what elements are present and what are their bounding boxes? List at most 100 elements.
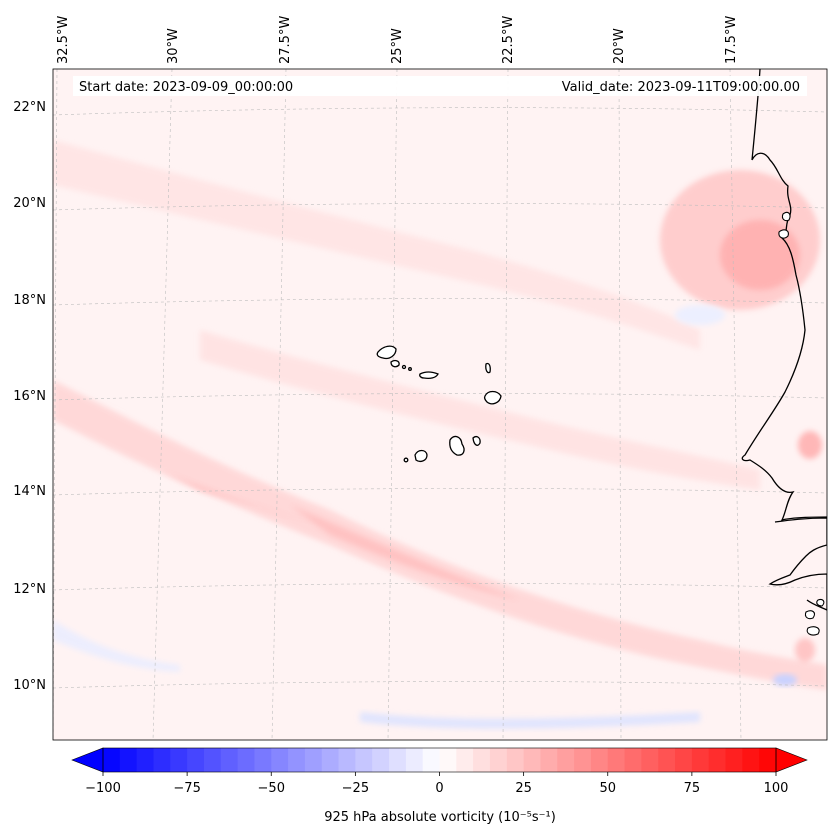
island-sao-nicolau [419, 371, 439, 380]
island-brava [403, 457, 409, 463]
negative-vorticity-spot-north [675, 305, 725, 325]
colorbar-segment [725, 748, 743, 772]
colorbar-segment [338, 748, 356, 772]
colorbar-segment [473, 748, 491, 772]
lon-label: 25°W [390, 28, 405, 64]
negative-vorticity-streak-south [360, 712, 700, 729]
colorbar-segment [691, 748, 710, 772]
colorbar-segment [675, 748, 693, 772]
colorbar-segment [237, 748, 255, 772]
lat-label: 14°N [13, 484, 46, 499]
colorbar-tick-label: 50 [599, 781, 616, 796]
cape-verde-islands [376, 345, 502, 463]
lon-label: 17.5°W [724, 16, 739, 64]
coastal-vorticity-spot [798, 431, 822, 459]
colorbar-segment [136, 748, 154, 772]
colorbar: −100 −75 −50 −25 0 25 50 75 100 925 hPa absolute… [71, 747, 808, 825]
colorbar-tick-label: −75 [173, 781, 200, 796]
colorbar-segment [574, 748, 592, 772]
colorbar-segments [103, 748, 777, 772]
lon-label: 22.5°W [501, 16, 516, 64]
colorbar-segment [372, 748, 390, 772]
lat-label: 12°N [13, 582, 46, 597]
colorbar-tick-label: −100 [85, 781, 121, 796]
island-maio [472, 436, 481, 446]
colorbar-segment [439, 748, 457, 772]
colorbar-segment [557, 748, 575, 772]
colorbar-segment [759, 748, 777, 772]
lat-label: 16°N [13, 389, 46, 404]
colorbar-segment [590, 748, 609, 772]
colorbar-extend-min [71, 747, 104, 773]
island-boa-vista [483, 390, 502, 405]
colorbar-extend-max [775, 747, 808, 773]
colorbar-segment [220, 748, 239, 772]
island-santo-antao [376, 345, 397, 360]
colorbar-segment [170, 748, 188, 772]
colorbar-label: 925 hPa absolute vorticity (10⁻⁵s⁻¹) [324, 810, 556, 825]
colorbar-tick-label: 75 [684, 781, 701, 796]
annotation-box [73, 76, 807, 96]
colorbar-segment [254, 748, 272, 772]
colorbar-segment [288, 748, 306, 772]
island-sal [485, 362, 491, 374]
colorbar-tick-label: 25 [515, 781, 532, 796]
colorbar-segment [187, 748, 205, 772]
map-frame [52, 68, 828, 741]
colorbar-tick-label: 100 [764, 781, 789, 796]
colorbar-segment [203, 748, 222, 772]
lon-label: 27.5°W [278, 16, 293, 64]
colorbar-tick-label: 0 [435, 781, 443, 796]
colorbar-segment [742, 748, 760, 772]
colorbar-segment [540, 748, 558, 772]
map-gridlines [53, 69, 827, 740]
colorbar-segment [523, 748, 541, 772]
colorbar-tick-label: −25 [342, 781, 369, 796]
colorbar-segment [658, 748, 676, 772]
lat-label: 22°N [13, 100, 46, 115]
colorbar-segment [271, 748, 289, 772]
vorticity-band-main [53, 380, 827, 690]
colorbar-segment [103, 748, 121, 772]
negative-vorticity-spot [773, 674, 797, 686]
colorbar-segment [405, 748, 424, 772]
island-santa-luzia [401, 364, 407, 370]
colorbar-segment [153, 748, 171, 772]
lat-label: 20°N [13, 196, 46, 211]
map-panel: Start date: 2023-09-09_00:00:00 Valid_da… [52, 68, 828, 741]
vorticity-band-north [53, 140, 700, 350]
island-sao-vicente [390, 359, 400, 368]
colorbar-segment [607, 748, 626, 772]
coastal-vorticity-spot-south [795, 638, 815, 662]
colorbar-tick-label: −50 [258, 781, 285, 796]
island-fogo [414, 449, 428, 462]
lat-label: 18°N [13, 293, 46, 308]
vorticity-core-mauritania [720, 220, 800, 290]
lon-label: 32.5°W [56, 16, 71, 64]
colorbar-ticks: −100 −75 −50 −25 0 25 50 75 100 [85, 772, 788, 796]
negative-vorticity-streak-west [53, 620, 180, 672]
colorbar-segment [355, 748, 373, 772]
colorbar-segment [119, 748, 138, 772]
colorbar-segment [506, 748, 525, 772]
colorbar-segment [422, 748, 440, 772]
colorbar-segment [624, 748, 642, 772]
valid-date-label: Valid_date: 2023-09-11T09:00:00.00 [562, 80, 800, 95]
colorbar-segment [321, 748, 340, 772]
lat-label: 10°N [13, 678, 46, 693]
coastal-islands-africa [778, 211, 825, 636]
island-branco [408, 367, 412, 371]
colorbar-segment [489, 748, 508, 772]
colorbar-segment [389, 748, 407, 772]
colorbar-segment [456, 748, 474, 772]
colorbar-segment [641, 748, 659, 772]
vorticity-field [53, 69, 827, 740]
start-date-label: Start date: 2023-09-09_00:00:00 [79, 80, 293, 95]
lon-label: 20°W [612, 28, 627, 64]
colorbar-segment [304, 748, 323, 772]
latitude-labels: 22°N 20°N 18°N 16°N 14°N 12°N 10°N [13, 100, 46, 693]
vorticity-band-islands [200, 330, 760, 490]
longitude-labels: 32.5°W 30°W 27.5°W 25°W 22.5°W 20°W 17.5… [56, 16, 739, 64]
island-santiago [449, 435, 465, 456]
